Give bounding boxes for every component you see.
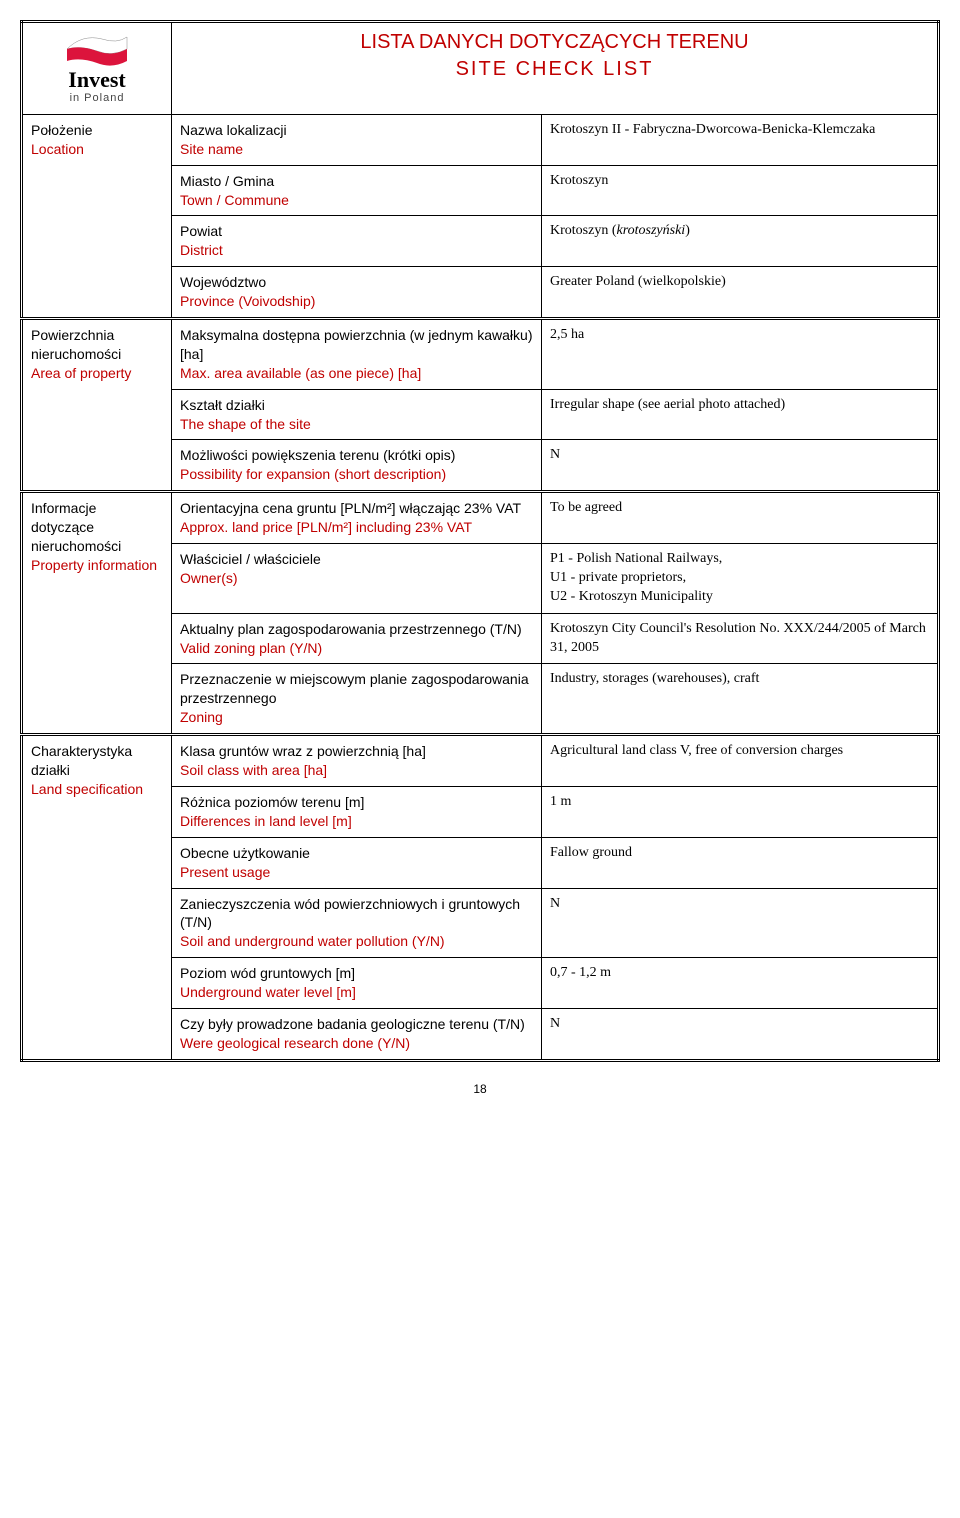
field-label: Zanieczyszczenia wód powierzchniowych i …: [172, 888, 542, 958]
field-value: Fallow ground: [542, 837, 939, 888]
field-label: Kształt działkiThe shape of the site: [172, 389, 542, 440]
field-value: 2,5 ha: [542, 319, 939, 390]
field-value: Krotoszyn City Council's Resolution No. …: [542, 613, 939, 664]
field-value: Agricultural land class V, free of conve…: [542, 735, 939, 787]
field-value: P1 - Polish National Railways, U1 - priv…: [542, 544, 939, 614]
section-header: Informacje dotyczące nieruchomościProper…: [22, 492, 172, 735]
logo-subtext: in Poland: [62, 91, 132, 106]
field-value: Krotoszyn (krotoszyński): [542, 216, 939, 267]
field-value: N: [542, 1008, 939, 1060]
field-value: Greater Poland (wielkopolskie): [542, 267, 939, 319]
field-label: Obecne użytkowaniePresent usage: [172, 837, 542, 888]
field-value: Krotoszyn II - Fabryczna-Dworcowa-Benick…: [542, 114, 939, 165]
section-header: PołożenieLocation: [22, 114, 172, 318]
field-value: N: [542, 888, 939, 958]
field-label: Maksymalna dostępna powierzchnia (w jedn…: [172, 319, 542, 390]
field-value: To be agreed: [542, 492, 939, 544]
field-label: Nazwa lokalizacjiSite name: [172, 114, 542, 165]
field-value: Krotoszyn: [542, 165, 939, 216]
field-label: Klasa gruntów wraz z powierzchnią [ha]So…: [172, 735, 542, 787]
field-value: Irregular shape (see aerial photo attach…: [542, 389, 939, 440]
title-english: SITE CHECK LIST: [180, 56, 929, 83]
logo-cell: Invest in Poland: [22, 22, 172, 115]
poland-flag-icon: [62, 29, 132, 69]
section-header: Powierzchnia nieruchomościArea of proper…: [22, 319, 172, 492]
field-label: PowiatDistrict: [172, 216, 542, 267]
logo: Invest in Poland: [62, 29, 132, 106]
field-value: 0,7 - 1,2 m: [542, 958, 939, 1009]
logo-text: Invest: [62, 69, 132, 91]
field-label: Aktualny plan zagospodarowania przestrze…: [172, 613, 542, 664]
site-check-list-table: Invest in Poland LISTA DANYCH DOTYCZĄCYC…: [20, 20, 940, 1062]
field-label: Miasto / GminaTown / Commune: [172, 165, 542, 216]
title-polish: LISTA DANYCH DOTYCZĄCYCH TERENU: [180, 29, 929, 56]
field-label: Różnica poziomów terenu [m]Differences i…: [172, 786, 542, 837]
field-value: 1 m: [542, 786, 939, 837]
field-label: Czy były prowadzone badania geologiczne …: [172, 1008, 542, 1060]
field-value: N: [542, 440, 939, 492]
field-label: Poziom wód gruntowych [m]Underground wat…: [172, 958, 542, 1009]
title-cell: LISTA DANYCH DOTYCZĄCYCH TERENU SITE CHE…: [172, 22, 939, 115]
section-header: Charakterystyka działkiLand specificatio…: [22, 735, 172, 1061]
field-label: Właściciel / właścicieleOwner(s): [172, 544, 542, 614]
field-label: Orientacyjna cena gruntu [PLN/m²] włącza…: [172, 492, 542, 544]
field-label: WojewództwoProvince (Voivodship): [172, 267, 542, 319]
field-label: Możliwości powiększenia terenu (krótki o…: [172, 440, 542, 492]
field-value: Industry, storages (warehouses), craft: [542, 664, 939, 735]
field-label: Przeznaczenie w miejscowym planie zagosp…: [172, 664, 542, 735]
page-number: 18: [20, 1082, 940, 1096]
